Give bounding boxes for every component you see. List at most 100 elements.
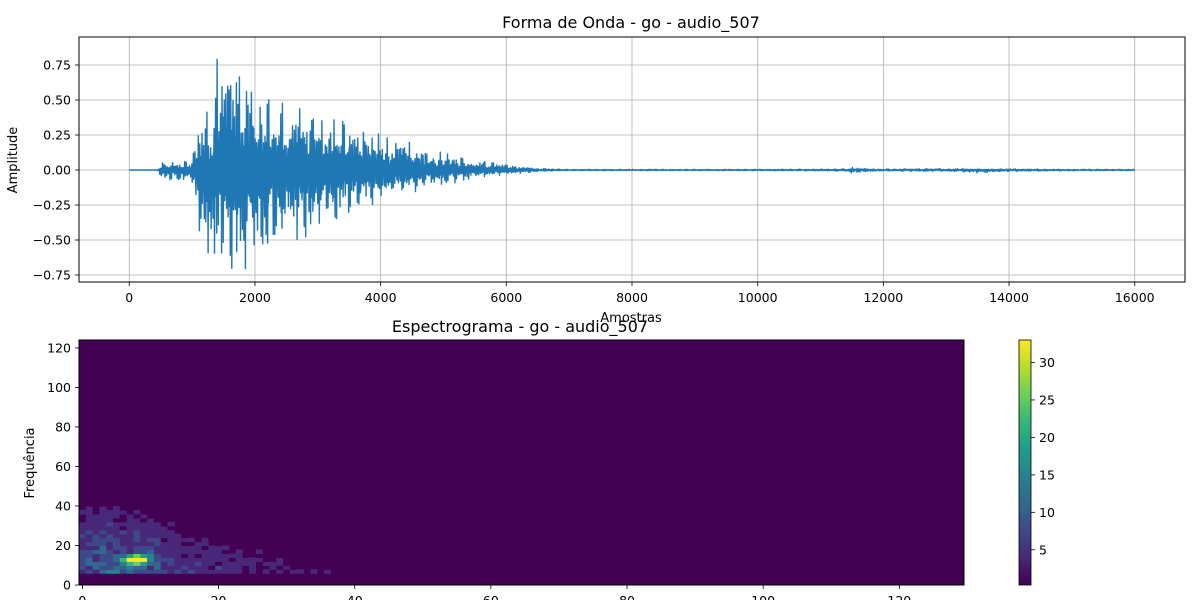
spectrogram-cell bbox=[310, 557, 318, 562]
spectrogram-cell bbox=[324, 553, 332, 558]
spectrogram-cell bbox=[208, 557, 216, 562]
spectrogram-cell bbox=[201, 557, 209, 562]
spectrogram-cell bbox=[194, 545, 203, 551]
spectrogram-cell bbox=[92, 569, 100, 574]
spectrogram-cell bbox=[133, 561, 141, 566]
spectrogram-cell bbox=[160, 529, 169, 535]
spectrogram-cell bbox=[85, 537, 94, 543]
spectrogram-cell bbox=[187, 553, 196, 558]
spectrogram-cell bbox=[269, 569, 277, 574]
spectrogram-cell bbox=[133, 529, 141, 535]
spectrogram-cell bbox=[106, 517, 114, 523]
spectrogram-cell bbox=[106, 553, 114, 558]
spectrogram-cell bbox=[215, 541, 223, 547]
spectrogram-cell bbox=[92, 521, 100, 527]
spectrogram-cell bbox=[92, 565, 100, 570]
spectrogram-x-tick-label: 0 bbox=[78, 593, 86, 600]
spectrogram-cell bbox=[79, 545, 87, 551]
spectrogram-cell bbox=[85, 569, 94, 574]
spectrogram-cell bbox=[167, 549, 175, 554]
spectrogram-cell bbox=[133, 521, 141, 527]
spectrogram-cell bbox=[119, 509, 128, 515]
spectrogram-cell bbox=[242, 553, 250, 558]
spectrogram-cell bbox=[119, 517, 128, 523]
spectrogram-cell bbox=[249, 545, 257, 551]
spectrogram-cell bbox=[113, 521, 121, 527]
spectrogram-cell bbox=[79, 509, 87, 515]
waveform-x-tick-label: 0 bbox=[125, 290, 133, 305]
spectrogram-cell bbox=[85, 498, 94, 503]
waveform-x-tick-label: 6000 bbox=[490, 290, 522, 305]
spectrogram-cell bbox=[262, 557, 271, 562]
spectrogram-cell bbox=[79, 525, 87, 531]
spectrogram-cell bbox=[126, 545, 135, 551]
spectrogram-cell bbox=[290, 561, 298, 566]
spectrogram-cell bbox=[106, 557, 114, 562]
spectrogram-cell bbox=[92, 525, 100, 531]
spectrogram-x-tick-label: 120 bbox=[887, 593, 911, 600]
spectrogram-cell bbox=[242, 565, 250, 570]
spectrogram-cell bbox=[113, 509, 121, 515]
spectrogram-cell bbox=[228, 553, 237, 558]
spectrogram-cell bbox=[256, 541, 264, 547]
spectrogram-cell bbox=[242, 569, 250, 574]
spectrogram-cell bbox=[147, 533, 155, 539]
spectrogram-cell bbox=[167, 525, 175, 531]
spectrogram-cell bbox=[99, 553, 107, 558]
spectrogram-cell bbox=[106, 549, 114, 554]
spectrogram-cell bbox=[290, 565, 298, 570]
spectrogram-cell bbox=[249, 565, 257, 570]
spectrogram-cell bbox=[194, 549, 203, 554]
spectrogram-cell bbox=[147, 521, 155, 527]
spectrogram-cell bbox=[153, 565, 162, 570]
spectrogram-cell bbox=[276, 565, 284, 570]
spectrogram-cell bbox=[153, 509, 162, 515]
spectrogram-y-tick-label: 60 bbox=[55, 459, 71, 474]
spectrogram-cell bbox=[235, 569, 243, 574]
spectrogram-cell bbox=[364, 565, 373, 570]
spectrogram-cell bbox=[256, 549, 264, 554]
spectrogram-cell bbox=[133, 509, 141, 515]
spectrogram-cell bbox=[235, 565, 243, 570]
spectrogram-cell bbox=[215, 569, 223, 574]
spectrogram-cell bbox=[106, 529, 114, 535]
spectrogram-cell bbox=[147, 513, 155, 519]
spectrogram-cell bbox=[113, 533, 121, 539]
colorbar-tick-label: 5 bbox=[1039, 542, 1047, 557]
spectrogram-cell bbox=[330, 561, 339, 566]
spectrogram-cell bbox=[99, 561, 107, 566]
spectrogram-cell bbox=[140, 553, 148, 558]
spectrogram-cell bbox=[140, 517, 148, 523]
spectrogram-cell bbox=[92, 561, 100, 566]
spectrogram-cell bbox=[106, 525, 114, 531]
spectrogram-cell bbox=[215, 529, 223, 535]
spectrogram-cell bbox=[160, 537, 169, 543]
spectrogram-cell bbox=[119, 529, 128, 535]
spectrogram-cell bbox=[215, 557, 223, 562]
spectrogram-cell bbox=[119, 569, 128, 574]
spectrogram-cell bbox=[187, 565, 196, 570]
spectrogram-cell bbox=[215, 549, 223, 554]
spectrogram-cell bbox=[283, 569, 291, 574]
waveform-x-tick-label: 2000 bbox=[239, 290, 271, 305]
spectrogram-cell bbox=[201, 561, 209, 566]
spectrogram-cell bbox=[194, 565, 203, 570]
spectrogram-cell bbox=[167, 521, 175, 527]
spectrogram-cell bbox=[269, 557, 277, 562]
spectrogram-cell bbox=[215, 561, 223, 566]
spectrogram-cell bbox=[153, 557, 162, 562]
spectrogram-cell bbox=[85, 521, 94, 527]
spectrogram-x-tick-label: 40 bbox=[347, 593, 363, 600]
spectrogram-cell bbox=[235, 541, 243, 547]
spectrogram-cell bbox=[194, 537, 203, 543]
spectrogram-cell bbox=[140, 569, 148, 574]
spectrogram-cell bbox=[208, 549, 216, 554]
spectrogram-cell bbox=[187, 569, 196, 574]
spectrogram-cell bbox=[208, 569, 216, 574]
spectrogram-cell bbox=[194, 557, 203, 562]
spectrogram-cell bbox=[208, 565, 216, 570]
spectrogram-cell bbox=[167, 553, 175, 558]
spectrogram-cell bbox=[133, 537, 141, 543]
spectrogram-cell bbox=[262, 553, 271, 558]
spectrogram-cell bbox=[324, 557, 332, 562]
